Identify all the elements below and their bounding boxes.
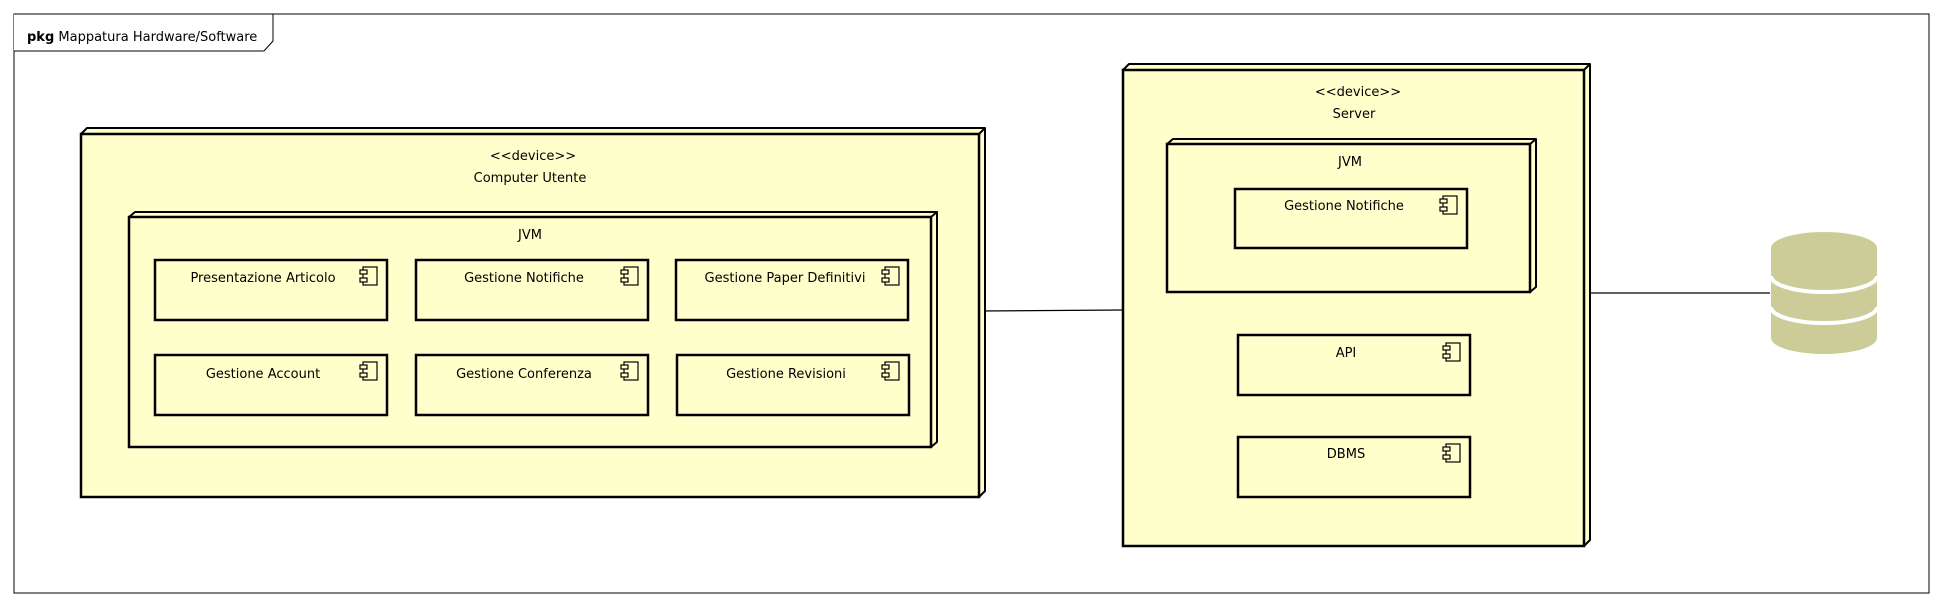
- node-stereotype: <<device>>: [490, 149, 576, 164]
- component-label: Gestione Conferenza: [456, 367, 592, 382]
- component-gestione-paper-definitivi[interactable]: Gestione Paper Definitivi: [674, 258, 910, 322]
- component-label: Gestione Paper Definitivi: [705, 271, 866, 286]
- component-gestione-notifiche[interactable]: Gestione Notifiche: [414, 258, 650, 322]
- jvm-client[interactable]: JVM Presentazione Articolo Gestione Noti…: [127, 211, 938, 449]
- component-label: Gestione Account: [206, 367, 320, 382]
- component-api[interactable]: API: [1236, 333, 1472, 397]
- component-label: DBMS: [1327, 447, 1365, 462]
- component-gestione-revisioni[interactable]: Gestione Revisioni: [675, 353, 911, 417]
- component-server-gestione-notifiche[interactable]: Gestione Notifiche: [1233, 187, 1469, 250]
- component-icon: [620, 266, 639, 286]
- component-label: Presentazione Articolo: [190, 271, 335, 286]
- database-icon[interactable]: [1769, 232, 1879, 354]
- component-icon: [881, 266, 900, 286]
- component-icon: [1439, 195, 1458, 215]
- node-name: Server: [1333, 107, 1376, 122]
- jvm-name: JVM: [517, 228, 542, 243]
- component-presentazione-articolo[interactable]: Presentazione Articolo: [153, 258, 389, 322]
- node-server[interactable]: <<device>> Server JVM Gestione Notifiche…: [1121, 63, 1591, 548]
- node-name: Computer Utente: [474, 171, 587, 186]
- component-label: API: [1336, 346, 1357, 361]
- component-label: Gestione Revisioni: [726, 367, 846, 382]
- node-computer-utente[interactable]: <<device>> Computer Utente JVM Presentaz…: [79, 127, 986, 499]
- component-icon: [359, 266, 378, 286]
- component-icon: [359, 361, 378, 381]
- component-icon: [620, 361, 639, 381]
- component-icon: [881, 361, 900, 381]
- node-stereotype: <<device>>: [1315, 85, 1401, 100]
- component-icon: [1442, 342, 1461, 362]
- component-label: Gestione Notifiche: [1284, 199, 1404, 214]
- client-server-link[interactable]: [979, 309, 1124, 312]
- component-gestione-account[interactable]: Gestione Account: [153, 353, 389, 417]
- component-dbms[interactable]: DBMS: [1236, 435, 1472, 499]
- component-label: Gestione Notifiche: [464, 271, 584, 286]
- component-gestione-conferenza[interactable]: Gestione Conferenza: [414, 353, 650, 417]
- package-title: pkg Mappatura Hardware/Software: [27, 30, 257, 45]
- component-icon: [1442, 443, 1461, 463]
- jvm-name: JVM: [1337, 155, 1362, 170]
- jvm-server[interactable]: JVM Gestione Notifiche: [1165, 138, 1537, 294]
